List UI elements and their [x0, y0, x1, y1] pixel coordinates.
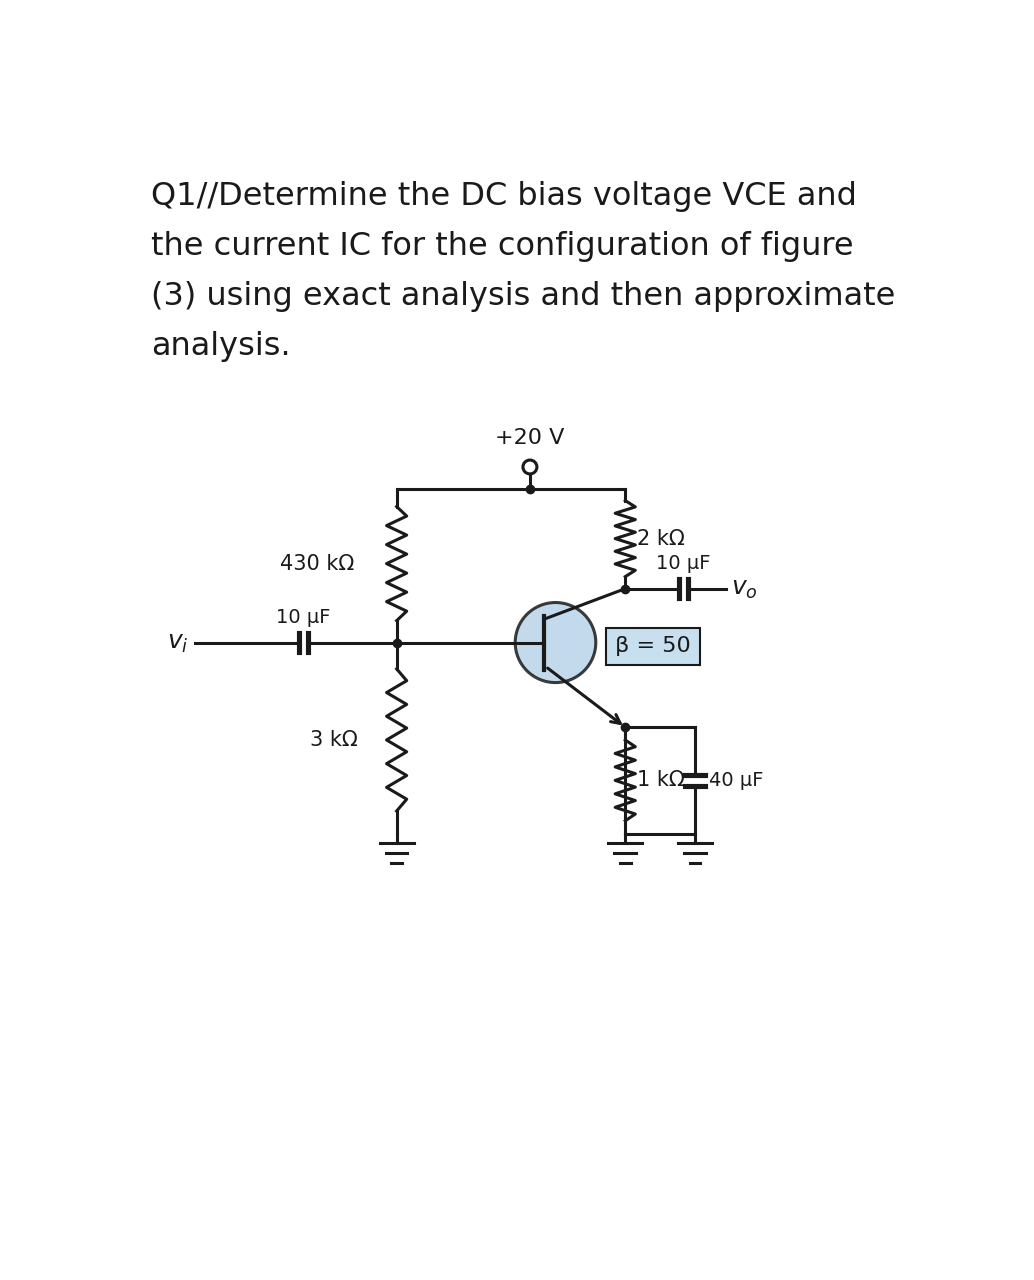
Circle shape — [515, 603, 596, 682]
Text: (3) using exact analysis and then approximate: (3) using exact analysis and then approx… — [151, 280, 895, 311]
Text: 430 kΩ: 430 kΩ — [280, 554, 354, 573]
Text: Q1//Determine the DC bias voltage VCE and: Q1//Determine the DC bias voltage VCE an… — [151, 180, 857, 211]
Text: analysis.: analysis. — [151, 330, 291, 362]
Text: 10 μF: 10 μF — [276, 608, 331, 627]
Text: 3 kΩ: 3 kΩ — [310, 730, 358, 750]
Text: 40 μF: 40 μF — [709, 771, 763, 790]
Text: 1 kΩ: 1 kΩ — [637, 771, 685, 790]
Text: 2 kΩ: 2 kΩ — [637, 529, 685, 549]
Text: the current IC for the configuration of figure: the current IC for the configuration of … — [151, 230, 854, 261]
Text: $v_i$: $v_i$ — [168, 631, 189, 654]
Text: 10 μF: 10 μF — [657, 554, 710, 573]
Text: β = 50: β = 50 — [615, 636, 691, 657]
Text: $v_o$: $v_o$ — [731, 577, 758, 600]
Text: +20 V: +20 V — [495, 428, 565, 448]
